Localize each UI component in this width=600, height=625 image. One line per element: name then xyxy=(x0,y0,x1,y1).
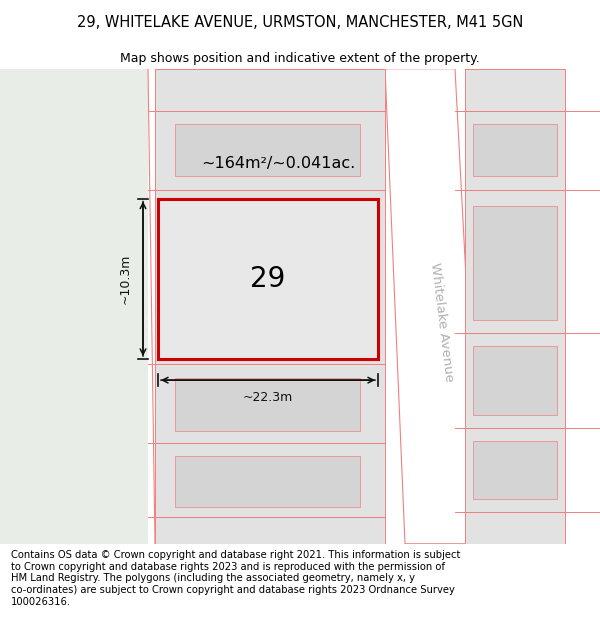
Bar xyxy=(465,111,565,190)
Bar xyxy=(155,69,385,544)
Bar xyxy=(465,332,565,428)
Text: ~164m²/~0.041ac.: ~164m²/~0.041ac. xyxy=(201,156,355,171)
Bar xyxy=(175,124,360,176)
Text: 29: 29 xyxy=(250,265,286,292)
Bar xyxy=(155,444,385,518)
Bar xyxy=(465,69,565,111)
Polygon shape xyxy=(385,69,480,544)
Bar xyxy=(155,69,385,111)
Bar xyxy=(158,199,378,359)
Bar xyxy=(158,199,378,359)
Bar xyxy=(0,69,148,544)
Bar xyxy=(465,190,565,332)
Bar xyxy=(175,378,360,431)
Text: ~22.3m: ~22.3m xyxy=(243,391,293,404)
Bar xyxy=(465,512,565,544)
Bar xyxy=(473,441,557,499)
Bar xyxy=(155,111,385,190)
Bar xyxy=(473,206,557,320)
Text: 29, WHITELAKE AVENUE, URMSTON, MANCHESTER, M41 5GN: 29, WHITELAKE AVENUE, URMSTON, MANCHESTE… xyxy=(77,15,523,30)
Bar xyxy=(473,346,557,415)
Bar xyxy=(473,124,557,176)
Bar xyxy=(148,69,600,544)
Bar xyxy=(155,518,385,544)
Text: ~10.3m: ~10.3m xyxy=(119,254,131,304)
Bar xyxy=(155,364,385,444)
Text: Contains OS data © Crown copyright and database right 2021. This information is : Contains OS data © Crown copyright and d… xyxy=(11,550,460,607)
Bar xyxy=(155,190,385,364)
Text: Whitelake Avenue: Whitelake Avenue xyxy=(428,262,456,382)
Text: Map shows position and indicative extent of the property.: Map shows position and indicative extent… xyxy=(120,52,480,65)
Bar xyxy=(175,456,360,507)
Bar xyxy=(465,428,565,512)
